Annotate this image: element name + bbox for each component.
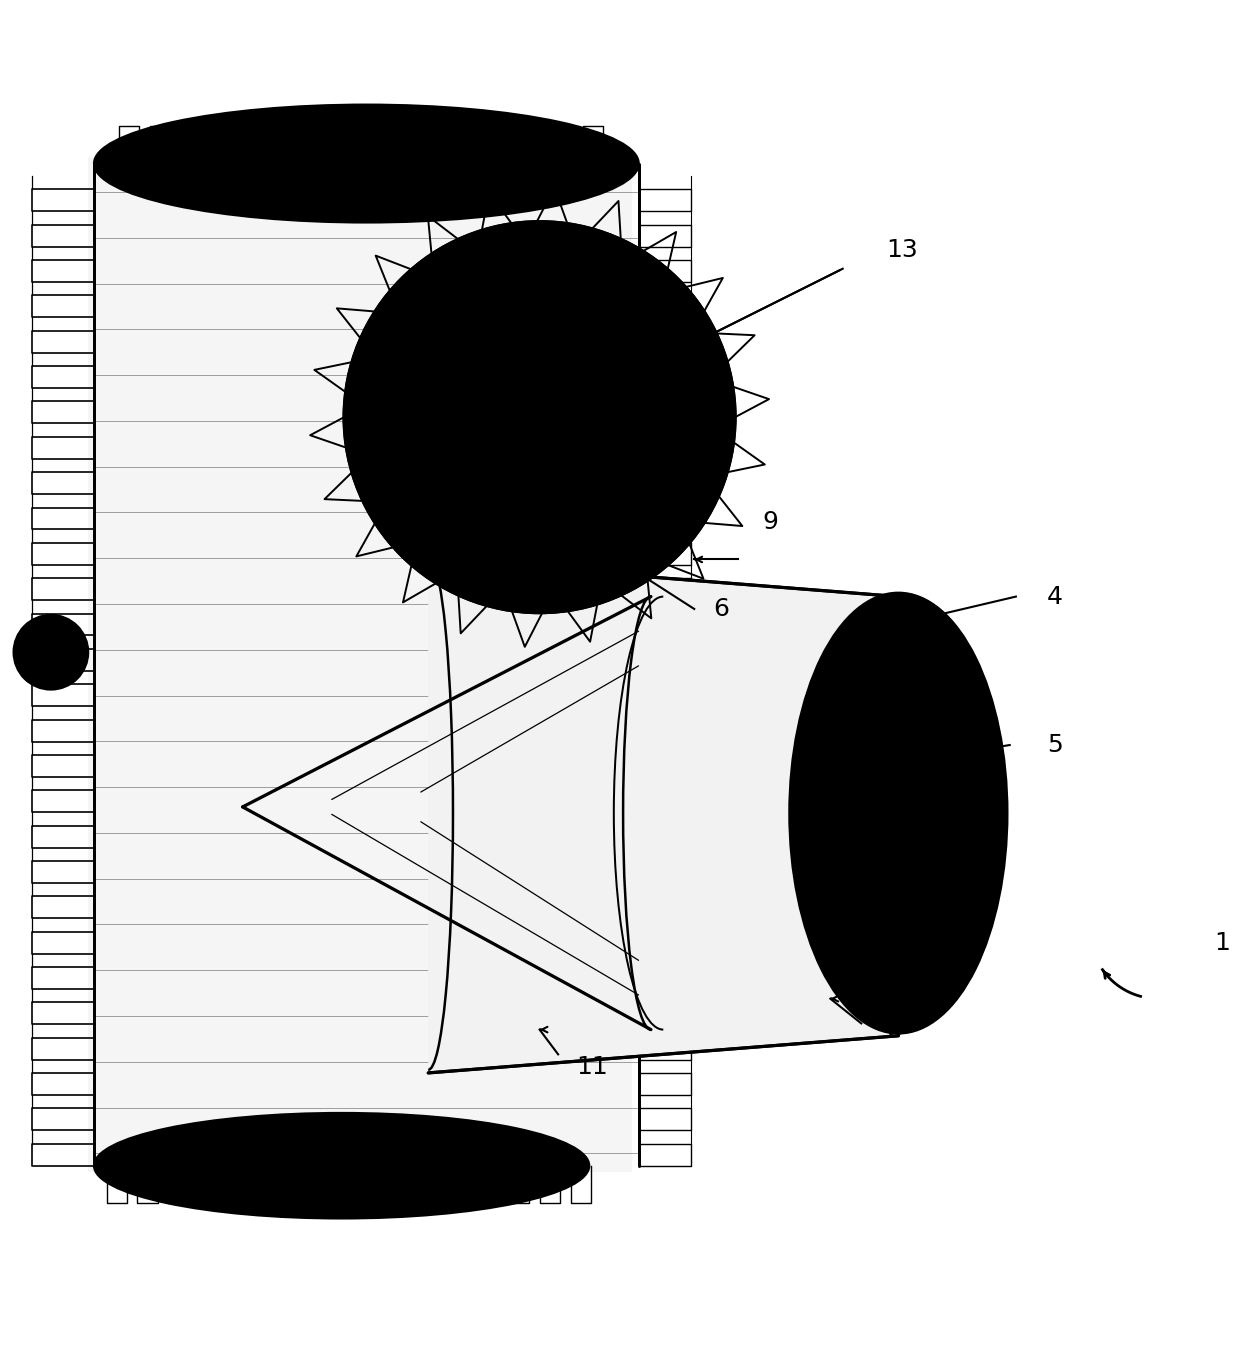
Ellipse shape <box>94 1113 589 1219</box>
Text: 6: 6 <box>713 597 729 621</box>
Text: 4: 4 <box>1047 585 1063 608</box>
Bar <box>88 157 632 1173</box>
Circle shape <box>534 250 593 310</box>
Circle shape <box>616 477 676 536</box>
Circle shape <box>640 340 699 399</box>
Text: 12: 12 <box>342 1178 373 1202</box>
Text: 9: 9 <box>763 510 779 535</box>
Polygon shape <box>428 559 898 1072</box>
Circle shape <box>486 524 546 584</box>
Text: 1: 1 <box>1214 932 1230 955</box>
Circle shape <box>14 615 88 689</box>
Circle shape <box>379 435 439 494</box>
Text: 13: 13 <box>887 238 918 263</box>
Text: 11: 11 <box>577 1055 609 1079</box>
Ellipse shape <box>790 593 1007 1033</box>
Ellipse shape <box>852 733 932 894</box>
Text: 5: 5 <box>1047 733 1063 757</box>
Text: 8: 8 <box>887 1018 901 1041</box>
Ellipse shape <box>94 104 639 222</box>
Circle shape <box>404 298 463 357</box>
Ellipse shape <box>427 302 622 533</box>
Circle shape <box>343 222 735 612</box>
